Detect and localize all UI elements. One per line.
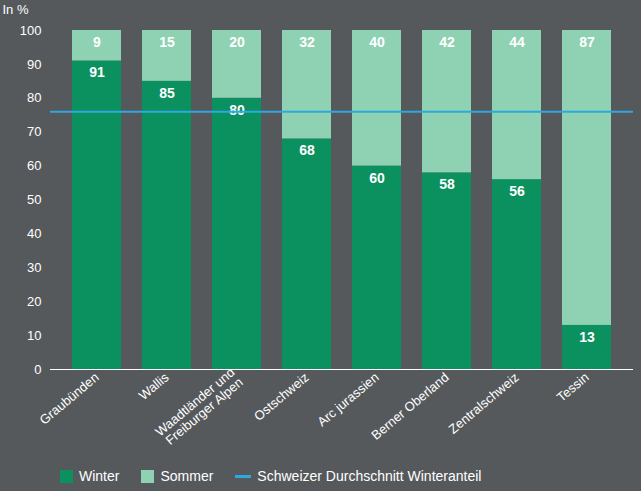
svg-text:42: 42 xyxy=(439,34,455,50)
svg-text:91: 91 xyxy=(89,64,105,80)
svg-text:80: 80 xyxy=(229,102,245,118)
html-text:Schweizer Durchschnitt Wintera: Schweizer Durchschnitt Winteranteil xyxy=(257,468,482,484)
svg-text:32: 32 xyxy=(299,34,315,50)
svg-text:Graubünden: Graubünden xyxy=(37,369,102,427)
svg-text:56: 56 xyxy=(509,183,525,199)
svg-text:50: 50 xyxy=(27,192,41,207)
svg-text:Ostschweiz: Ostschweiz xyxy=(251,369,312,423)
svg-text:58: 58 xyxy=(439,176,455,192)
svg-text:87: 87 xyxy=(579,34,595,50)
svg-text:20: 20 xyxy=(27,294,41,309)
svg-text:15: 15 xyxy=(159,34,175,50)
svg-text:20: 20 xyxy=(229,34,245,50)
svg-text:60: 60 xyxy=(27,158,41,173)
svg-text:100: 100 xyxy=(20,23,42,38)
html-text:Winter: Winter xyxy=(79,468,120,484)
svg-text:44: 44 xyxy=(509,34,525,50)
svg-text:68: 68 xyxy=(299,142,315,158)
svg-text:30: 30 xyxy=(27,260,41,275)
svg-text:Waadtländer undFreiburger Alpe: Waadtländer undFreiburger Alpen xyxy=(152,365,245,450)
svg-text:Wallis: Wallis xyxy=(136,369,172,403)
svg-text:70: 70 xyxy=(27,124,41,139)
svg-text:85: 85 xyxy=(159,85,175,101)
svg-text:Arc jurassien: Arc jurassien xyxy=(314,369,381,429)
svg-text:0: 0 xyxy=(34,362,41,377)
svg-text:In %: In % xyxy=(3,2,29,17)
svg-text:90: 90 xyxy=(27,57,41,72)
svg-text:10: 10 xyxy=(27,328,41,343)
svg-text:9: 9 xyxy=(93,34,101,50)
svg-text:60: 60 xyxy=(369,170,385,186)
svg-text:13: 13 xyxy=(579,329,595,345)
svg-text:40: 40 xyxy=(27,226,41,241)
html-text:Sommer: Sommer xyxy=(160,468,214,484)
svg-text:80: 80 xyxy=(27,90,41,105)
svg-text:Tessin: Tessin xyxy=(554,369,592,404)
svg-text:Berner Oberland: Berner Oberland xyxy=(368,369,451,442)
svg-text:40: 40 xyxy=(369,34,385,50)
svg-text:Zentralschweiz: Zentralschweiz xyxy=(446,369,522,436)
